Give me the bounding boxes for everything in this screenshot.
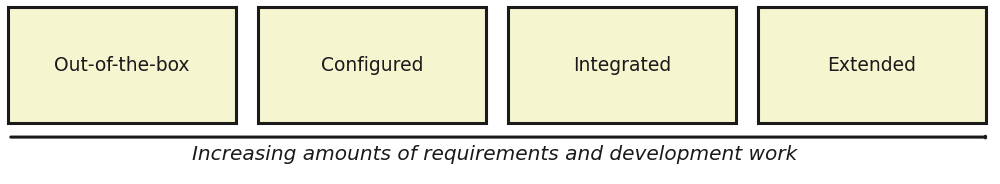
Text: Configured: Configured — [321, 56, 423, 75]
Text: Integrated: Integrated — [573, 56, 671, 75]
Text: Increasing amounts of requirements and development work: Increasing amounts of requirements and d… — [192, 145, 798, 164]
Bar — [758, 7, 986, 123]
Bar — [258, 7, 486, 123]
Bar — [508, 7, 736, 123]
Text: Extended: Extended — [828, 56, 916, 75]
Bar — [8, 7, 236, 123]
Text: Out-of-the-box: Out-of-the-box — [54, 56, 190, 75]
